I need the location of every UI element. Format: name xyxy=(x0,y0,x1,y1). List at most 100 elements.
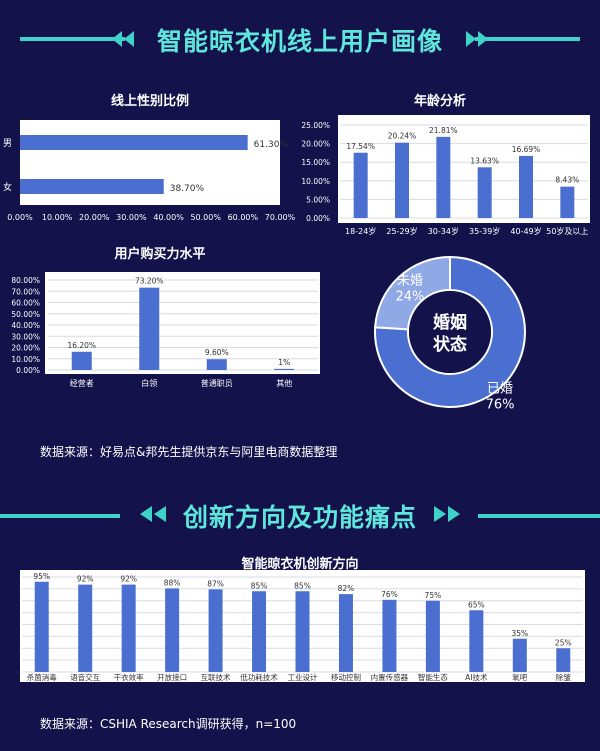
gender-category-label: 男 xyxy=(3,138,12,149)
purchase-category-label: 普通职员 xyxy=(201,378,233,388)
age-chart-title: 年龄分析 xyxy=(413,94,466,109)
age-category-label: 25-29岁 xyxy=(386,226,417,236)
innovation-bar xyxy=(425,600,440,672)
gender-x-tick-label: 0.00% xyxy=(7,213,33,222)
innovation-bar xyxy=(512,638,527,672)
age-y-tick-label: 0.00% xyxy=(306,214,330,223)
age-category-label: 50岁及以上 xyxy=(546,226,588,236)
age-category-label: 30-34岁 xyxy=(428,226,459,236)
source-note-2: 数据来源：CSHIA Research调研获得，n=100 xyxy=(40,717,297,731)
section1-title: 智能晾衣机线上用户画像 xyxy=(156,27,443,56)
gender-x-tick-label: 40.00% xyxy=(153,213,184,222)
donut-slice xyxy=(374,255,451,331)
chevron-right-icon xyxy=(478,31,488,47)
purchase-category-label: 其他 xyxy=(276,378,292,388)
innovation-value-label: 92% xyxy=(77,575,94,584)
innovation-bar xyxy=(121,584,136,672)
donut-slice-label: 已婚 xyxy=(487,382,513,397)
source-note-1: 数据来源：好易点&邦先生提供京东与阿里电商数据整理 xyxy=(40,445,338,459)
purchase-y-tick-label: 10.00% xyxy=(11,355,40,364)
innovation-bar xyxy=(382,599,397,672)
innovation-value-label: 85% xyxy=(251,581,268,590)
gender-chart: 0.00% 10.00% 20.00% 30.00% 40.00% 50.00% 60.00… xyxy=(3,120,296,222)
innovation-category-label: 工业设计 xyxy=(288,672,318,682)
purchase-bar xyxy=(274,368,295,370)
age-value-label: 21.81% xyxy=(429,126,458,135)
section2-title: 创新方向及功能痛点 xyxy=(182,503,417,532)
innovation-value-label: 92% xyxy=(120,575,137,584)
innovation-category-label: AI技术 xyxy=(465,672,488,682)
chevron-left-icon xyxy=(112,31,122,47)
purchase-chart-title: 用户购买力水平 xyxy=(114,247,206,262)
purchase-y-tick-label: 60.00% xyxy=(11,299,40,308)
innovation-value-label: 95% xyxy=(33,572,50,581)
chevron-right-icon xyxy=(466,31,476,47)
purchase-chart: 0.00% 10.00% 20.00% 30.00% 40.00% 50.00% 60.00… xyxy=(11,272,320,388)
innovation-category-label: 干衣效率 xyxy=(114,672,144,682)
innovation-category-label: 智能生态 xyxy=(418,672,448,682)
innovation-bar xyxy=(295,591,310,672)
purchase-bar xyxy=(71,351,92,370)
chevron-right-icon xyxy=(434,506,446,522)
chevron-left-icon xyxy=(140,506,152,522)
gender-x-tick-label: 30.00% xyxy=(116,213,147,222)
age-y-tick-label: 25.00% xyxy=(301,121,330,130)
innovation-category-label: 语音交互 xyxy=(70,672,100,682)
gender-x-tick-label: 10.00% xyxy=(42,213,73,222)
gender-value-label: 61.30% xyxy=(254,140,289,150)
chevron-left-icon xyxy=(124,31,134,47)
innovation-category-label: 移动控制 xyxy=(331,672,361,682)
purchase-category-label: 经营者 xyxy=(70,378,94,388)
gender-value-label: 38.70% xyxy=(170,184,205,194)
chevron-right-icon xyxy=(448,506,460,522)
header2-deco-left xyxy=(0,514,120,518)
gender-chart-title: 线上性别比例 xyxy=(110,94,189,109)
header-deco-left xyxy=(20,37,125,41)
donut-slice xyxy=(374,255,526,408)
gender-x-tick-label: 70.00% xyxy=(265,213,296,222)
innovation-value-label: 88% xyxy=(164,578,181,587)
donut-hole xyxy=(409,291,491,373)
age-chart: 0.00% 5.00% 10.00% 15.00% 20.00% 25.00% 17.54%… xyxy=(301,115,590,236)
innovation-chart-title: 智能晾衣机创新方向 xyxy=(241,557,359,572)
age-bar xyxy=(353,152,368,218)
innovation-category-label: 开放接口 xyxy=(157,672,187,682)
age-bar xyxy=(519,155,533,218)
innovation-category-label: 除皱 xyxy=(556,672,571,682)
age-bar xyxy=(395,142,409,218)
age-bar xyxy=(560,186,575,218)
donut-value-label: 24% xyxy=(396,289,425,304)
purchase-y-tick-label: 40.00% xyxy=(11,321,40,330)
purchase-value-label: 1% xyxy=(278,358,290,367)
gender-x-tick-label: 50.00% xyxy=(190,213,221,222)
purchase-bar xyxy=(206,359,227,370)
innovation-value-label: 25% xyxy=(555,638,572,647)
innovation-value-label: 75% xyxy=(425,591,442,600)
innovation-value-label: 76% xyxy=(381,590,398,599)
age-value-label: 20.24% xyxy=(388,132,417,141)
purchase-value-label: 16.20% xyxy=(67,341,96,350)
innovation-category-label: 互联技术 xyxy=(201,672,231,682)
age-bar xyxy=(477,167,492,218)
innovation-category-label: 内置传感器 xyxy=(371,672,409,682)
purchase-y-tick-label: 50.00% xyxy=(11,310,40,319)
donut-value-label: 76% xyxy=(486,398,515,412)
innovation-bar xyxy=(469,610,484,672)
purchase-y-tick-label: 80.00% xyxy=(11,276,40,285)
age-y-tick-label: 20.00% xyxy=(301,140,330,149)
age-value-label: 13.63% xyxy=(470,156,499,165)
innovation-bar xyxy=(78,584,93,672)
age-value-label: 8.43% xyxy=(555,176,579,185)
purchase-y-tick-label: 20.00% xyxy=(11,344,40,353)
purchase-y-tick-label: 70.00% xyxy=(11,287,40,296)
innovation-value-label: 82% xyxy=(338,584,355,593)
innovation-value-label: 85% xyxy=(294,581,311,590)
purchase-y-tick-label: 0.00% xyxy=(16,366,40,375)
gender-x-tick-label: 20.00% xyxy=(79,213,110,222)
innovation-bar xyxy=(556,648,571,672)
age-bar xyxy=(436,136,451,218)
gender-x-tick-label: 60.00% xyxy=(228,213,259,222)
innovation-bar xyxy=(338,594,353,672)
innovation-category-label: 低功耗技术 xyxy=(240,672,278,682)
